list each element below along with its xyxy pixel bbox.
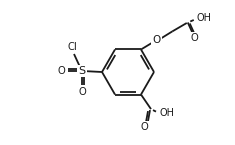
Text: S: S [78, 66, 86, 76]
Text: O: O [57, 66, 65, 76]
Text: O: O [140, 122, 148, 132]
Text: O: O [153, 36, 161, 46]
Text: O: O [191, 33, 199, 44]
Text: Cl: Cl [67, 42, 77, 52]
Text: OH: OH [159, 108, 174, 118]
Text: OH: OH [197, 13, 212, 23]
Text: O: O [78, 87, 86, 97]
